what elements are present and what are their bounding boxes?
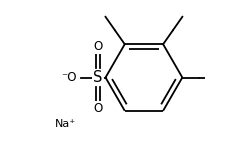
Text: O: O (93, 102, 102, 115)
Text: Na⁺: Na⁺ (54, 119, 76, 129)
Text: O: O (93, 40, 102, 53)
Text: ⁻O: ⁻O (61, 71, 77, 84)
Text: S: S (93, 70, 102, 85)
